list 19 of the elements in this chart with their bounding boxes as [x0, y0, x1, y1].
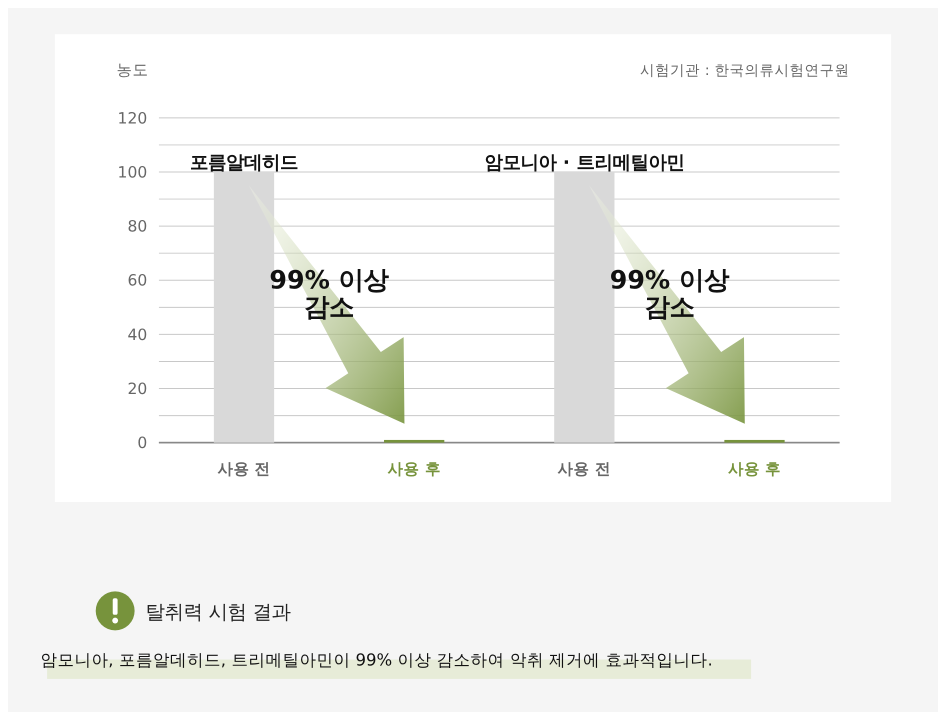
- y-tick-label: 20: [127, 380, 148, 398]
- x-tick-label: 사용 후: [387, 460, 441, 478]
- text: 탈취력 시험 결과: [145, 600, 291, 624]
- text: 암모니아, 포름알데히드, 트리메틸아민이 99% 이상 감소하여 악취 제거에 효과적입니다.: [40, 650, 713, 670]
- y-tick-label: 120: [118, 109, 148, 128]
- annotation: 99% 이상 감소: [269, 265, 389, 322]
- annotation: 포름알데히드: [190, 152, 298, 174]
- x-tick-label: 사용 전: [217, 460, 271, 478]
- y-tick-label: 60: [127, 272, 148, 290]
- y-tick-label: 40: [127, 326, 148, 344]
- x-tick-label: 사용 전: [558, 460, 612, 478]
- y-axis-title: 농도: [116, 61, 149, 80]
- y-tick-label: 0: [137, 434, 148, 452]
- y-tick-label: 80: [127, 218, 148, 236]
- y-tick-label: 100: [118, 163, 148, 182]
- annotation: 99% 이상 감소: [610, 265, 730, 322]
- annotation: 암모니아 · 트리메틸아민: [484, 152, 684, 174]
- x-tick-label: 사용 후: [728, 460, 782, 478]
- text: 시험기관 : 한국의류시험연구원: [640, 62, 850, 80]
